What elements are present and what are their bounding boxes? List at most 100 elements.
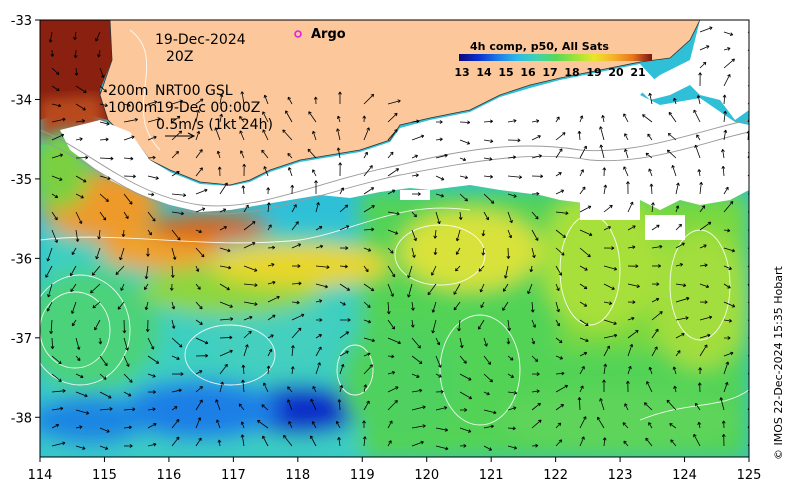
current-vector <box>507 175 522 180</box>
current-vector <box>243 283 258 287</box>
current-vector <box>531 247 536 259</box>
current-vector <box>427 283 437 296</box>
current-vector <box>257 420 269 429</box>
current-vector <box>694 402 701 411</box>
current-vector <box>291 243 302 249</box>
current-vector <box>410 319 415 328</box>
current-vector <box>624 148 629 159</box>
current-vector <box>387 151 394 159</box>
current-vector <box>95 31 101 42</box>
current-vector <box>241 364 246 375</box>
current-vector <box>75 445 86 450</box>
current-vector <box>290 366 295 375</box>
current-vector <box>123 156 134 161</box>
x-tick-label: 116 <box>156 468 181 483</box>
current-vector <box>241 379 245 393</box>
current-vector <box>266 187 271 195</box>
current-vector <box>310 398 317 411</box>
current-vector <box>411 424 426 429</box>
current-vector <box>579 319 589 326</box>
current-vectors <box>45 26 749 451</box>
current-vector <box>219 113 224 123</box>
current-vector <box>699 45 710 51</box>
current-vector <box>648 422 653 429</box>
current-vector <box>219 349 233 357</box>
current-vector <box>123 174 136 179</box>
current-vector <box>71 319 77 327</box>
current-vector <box>411 229 417 242</box>
current-vector <box>387 265 396 278</box>
current-vector <box>363 337 375 343</box>
current-vector <box>171 170 180 177</box>
current-vector <box>697 382 702 393</box>
current-vector <box>123 373 133 383</box>
current-vector <box>651 346 658 357</box>
current-vector <box>263 166 269 177</box>
current-vector <box>579 283 588 290</box>
current-vector <box>599 126 605 141</box>
current-vector <box>555 371 565 376</box>
current-vector <box>99 427 110 433</box>
current-vector <box>243 265 258 272</box>
current-vector <box>171 99 183 105</box>
current-vector <box>433 247 438 256</box>
current-vector <box>195 98 204 105</box>
current-vector <box>555 319 560 327</box>
current-vector <box>555 355 563 360</box>
current-vector <box>171 130 183 141</box>
current-vector <box>645 152 653 159</box>
current-vector <box>46 301 53 312</box>
current-vector <box>602 437 607 447</box>
current-vector <box>219 93 224 105</box>
colorbar-tick-label: 16 <box>520 66 536 79</box>
current-vector <box>171 150 179 159</box>
current-vector <box>147 175 159 180</box>
current-vector <box>315 283 328 289</box>
current-vector <box>75 137 83 141</box>
current-vector <box>459 443 467 448</box>
current-vector <box>694 144 701 159</box>
current-vector <box>623 113 629 123</box>
current-vector <box>507 138 521 143</box>
current-vector <box>291 327 302 339</box>
current-vector <box>483 355 492 365</box>
current-vector <box>481 229 486 237</box>
current-vector <box>123 391 132 397</box>
current-vector <box>362 436 367 447</box>
colorbar-tick-label: 17 <box>542 66 557 79</box>
current-vector <box>675 242 685 249</box>
current-vector <box>723 228 731 233</box>
current-vector <box>98 337 103 345</box>
current-vector <box>387 370 396 375</box>
current-vector <box>721 149 725 159</box>
current-vector <box>335 420 341 429</box>
current-vector <box>363 247 372 252</box>
current-vector <box>699 300 708 305</box>
current-vector <box>195 353 209 358</box>
sea-level-contours <box>40 29 749 426</box>
current-vector <box>531 154 542 159</box>
current-vector <box>721 433 726 447</box>
current-vector <box>672 366 677 375</box>
current-vector <box>387 420 393 429</box>
current-vector <box>363 127 370 141</box>
current-vector <box>622 422 629 429</box>
current-vector <box>675 316 689 321</box>
current-vector <box>50 49 55 57</box>
current-vector <box>507 426 516 431</box>
date-label: 19-Dec-2024 <box>155 32 246 48</box>
current-vector <box>603 204 613 213</box>
argo-marker-icon <box>294 30 302 38</box>
current-vector <box>363 165 373 177</box>
current-vector <box>315 244 324 249</box>
current-vector <box>603 184 608 195</box>
current-vector <box>530 301 535 313</box>
current-vector <box>602 379 606 393</box>
current-vector <box>291 204 297 213</box>
current-vector <box>459 427 472 433</box>
current-vector <box>483 174 494 179</box>
current-vector <box>531 402 541 411</box>
current-vector <box>627 283 640 288</box>
current-vector <box>147 100 158 105</box>
current-vector <box>262 435 269 447</box>
